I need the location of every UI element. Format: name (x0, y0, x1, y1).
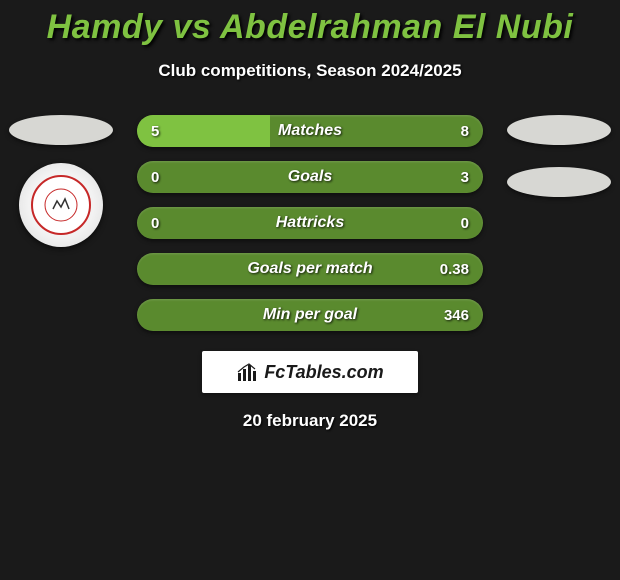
page-title: Hamdy vs Abdelrahman El Nubi (0, 0, 620, 47)
left-player-col (6, 115, 116, 247)
stat-right-value: 346 (444, 299, 469, 331)
player1-name-oval (9, 115, 113, 145)
stat-right-value: 3 (461, 161, 469, 193)
comparison-content: 5Matches80Goals30Hattricks0Goals per mat… (0, 115, 620, 331)
club-crest-icon (31, 175, 91, 235)
stat-row: 0Hattricks0 (137, 207, 483, 239)
stat-right-value: 8 (461, 115, 469, 147)
stat-row: Goals per match0.38 (137, 253, 483, 285)
brand-text: FcTables.com (264, 362, 383, 383)
stat-right-value: 0.38 (440, 253, 469, 285)
bar-chart-icon (236, 361, 258, 383)
stat-label: Hattricks (137, 207, 483, 239)
date-text: 20 february 2025 (0, 411, 620, 431)
subtitle: Club competitions, Season 2024/2025 (0, 61, 620, 81)
brand-logo[interactable]: FcTables.com (202, 351, 418, 393)
stat-label: Matches (137, 115, 483, 147)
stats-bars: 5Matches80Goals30Hattricks0Goals per mat… (137, 115, 483, 331)
stat-row: 5Matches8 (137, 115, 483, 147)
stat-label: Goals (137, 161, 483, 193)
stat-row: 0Goals3 (137, 161, 483, 193)
stat-right-value: 0 (461, 207, 469, 239)
right-player-col (504, 115, 614, 197)
player2-name-oval (507, 115, 611, 145)
stat-label: Min per goal (137, 299, 483, 331)
player2-club-oval (507, 167, 611, 197)
stat-label: Goals per match (137, 253, 483, 285)
player1-club-badge (19, 163, 103, 247)
stat-row: Min per goal346 (137, 299, 483, 331)
